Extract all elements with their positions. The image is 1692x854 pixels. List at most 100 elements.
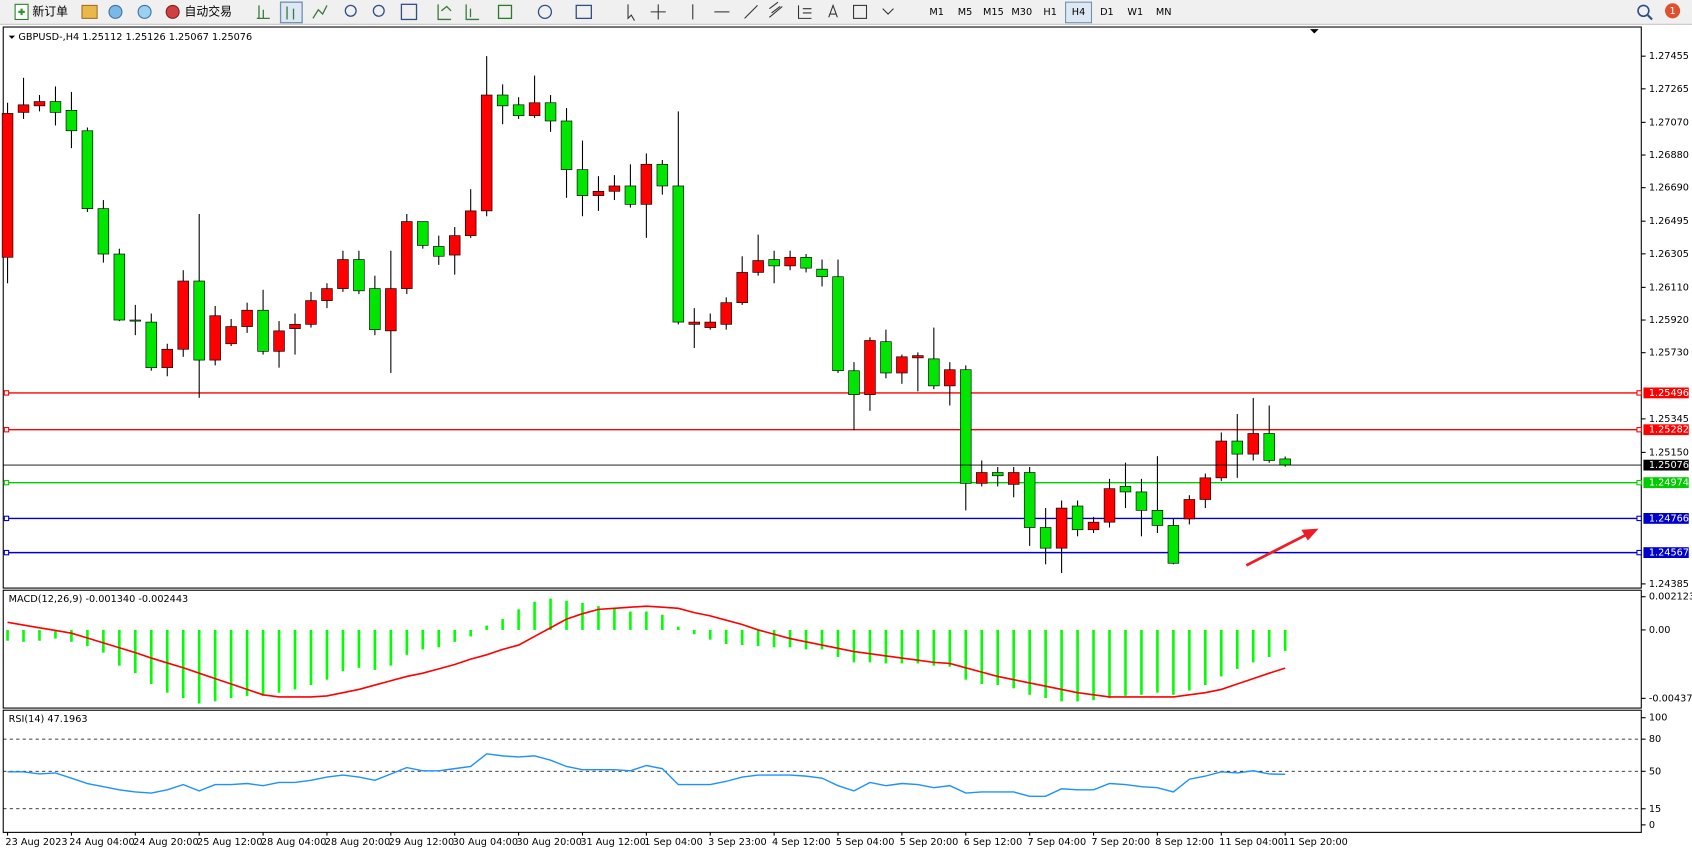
y-tick-label: 1.25920 (1649, 315, 1689, 326)
indicators[interactable] (497, 4, 513, 20)
candle-body (241, 309, 253, 327)
zoom-out[interactable] (372, 4, 385, 17)
macd-bar (277, 629, 281, 693)
market-icon[interactable] (108, 4, 123, 19)
macd-bar (868, 629, 872, 663)
macd-bar (469, 629, 472, 637)
candle-body (385, 288, 397, 332)
x-tick-label: 31 Aug 12:00 (580, 837, 645, 848)
macd-bar (373, 629, 377, 670)
candle-body (1231, 440, 1243, 455)
macd-bar (229, 629, 233, 699)
y-tick-label: 1.24385 (1649, 579, 1689, 590)
macd-bar (389, 629, 393, 666)
timeframe-button[interactable]: M15 (983, 7, 1004, 18)
bid-label-bg (1643, 459, 1689, 471)
arrows-tool[interactable] (882, 8, 894, 15)
candle-body (369, 288, 381, 330)
text-tool[interactable] (828, 3, 838, 18)
macd-bar (1283, 629, 1287, 651)
y-tick-label: 1.27070 (1649, 117, 1689, 128)
candle-body (608, 185, 621, 192)
y-tick-label: 1.26305 (1649, 249, 1689, 260)
candle-body (1247, 433, 1259, 455)
macd-bar (964, 629, 968, 680)
rsi-line (7, 753, 1286, 797)
tile-windows[interactable] (400, 3, 418, 21)
candle-body (880, 341, 892, 374)
timeframe-button[interactable]: M30 (1011, 7, 1032, 18)
candle-tool[interactable] (286, 6, 295, 20)
y-tick-label: 0 (1649, 820, 1655, 831)
macd-bar (165, 629, 169, 693)
x-tick-label: 24 Aug 04:00 (69, 837, 134, 848)
candle-body (752, 260, 764, 273)
y-tick-label: 0.002123 (1649, 592, 1692, 603)
macd-bar (517, 609, 520, 630)
macd-bar (740, 629, 744, 646)
candle-body (1215, 440, 1228, 479)
crosshair-tool[interactable] (650, 4, 666, 20)
macd-bar (1028, 629, 1031, 695)
chart-shift[interactable] (465, 4, 480, 21)
search-icon[interactable] (1637, 4, 1650, 18)
cursor-tool[interactable] (627, 4, 635, 21)
trendline-tool[interactable] (744, 5, 758, 19)
arrow-shaft (1245, 533, 1307, 567)
macd-bar (996, 629, 1000, 686)
level-label: 1.25282 (1649, 425, 1689, 436)
y-tick-label: 80 (1649, 734, 1661, 745)
candle-body (113, 253, 126, 321)
new-order-button[interactable]: 新订单 (14, 3, 68, 20)
line-chart-tool[interactable] (312, 5, 328, 19)
macd-bar (1076, 629, 1079, 702)
timeframe-button[interactable]: D1 (1100, 7, 1114, 18)
zoom-in[interactable] (344, 4, 357, 17)
macd-bar (900, 629, 904, 664)
macd-bar (245, 629, 249, 696)
channel-tool[interactable] (769, 1, 783, 18)
level-label: 1.24974 (1649, 478, 1689, 489)
macd-bar (1235, 629, 1239, 669)
y-tick-label: 1.27265 (1649, 84, 1689, 95)
candle-body (1007, 472, 1020, 485)
toolbox-icon[interactable] (81, 4, 98, 19)
timeframe-button[interactable]: M1 (929, 7, 944, 18)
plus-icon (18, 8, 25, 16)
level-label-bg (1643, 477, 1689, 489)
auto-scroll[interactable] (437, 4, 452, 21)
templates[interactable] (575, 4, 592, 20)
level-handle (1636, 427, 1642, 433)
auto-trading-button[interactable]: 自动交易 (165, 4, 232, 19)
candle-body (896, 356, 908, 374)
candle-body (1103, 488, 1116, 523)
timeframe-button[interactable]: MN (1156, 7, 1172, 18)
bar-chart-tool[interactable] (256, 5, 270, 20)
signals-icon[interactable] (137, 4, 152, 19)
chart-tools (256, 1, 592, 24)
timeframe-button[interactable]: H1 (1043, 7, 1056, 18)
candle-body (864, 340, 876, 395)
candle-tool-active[interactable] (279, 1, 303, 24)
fibonacci-tool[interactable] (797, 5, 812, 19)
timeframe-button[interactable]: M5 (958, 7, 973, 18)
candle-body (65, 109, 78, 132)
symbol-marker (8, 35, 16, 39)
y-tick-label: 1.25150 (1649, 447, 1689, 458)
x-tick-label: 5 Sep 04:00 (836, 837, 895, 848)
label-tool[interactable] (853, 4, 868, 19)
level-label-bg (1643, 387, 1689, 399)
periods[interactable] (537, 4, 553, 20)
timeframe-button[interactable]: W1 (1127, 7, 1143, 18)
macd-bar (6, 629, 9, 641)
x-tick-label: 5 Sep 20:00 (900, 837, 959, 848)
macd-bar (38, 629, 41, 641)
candle-body (1023, 472, 1036, 528)
search-handle (1646, 14, 1653, 21)
timeframe-button[interactable]: H4 (1072, 7, 1085, 18)
notification-badge[interactable] (1665, 3, 1681, 19)
level-handle (1636, 390, 1642, 396)
y-tick-label: 1.26495 (1649, 216, 1689, 227)
candle-body (912, 355, 924, 359)
macd-bar (70, 629, 73, 642)
